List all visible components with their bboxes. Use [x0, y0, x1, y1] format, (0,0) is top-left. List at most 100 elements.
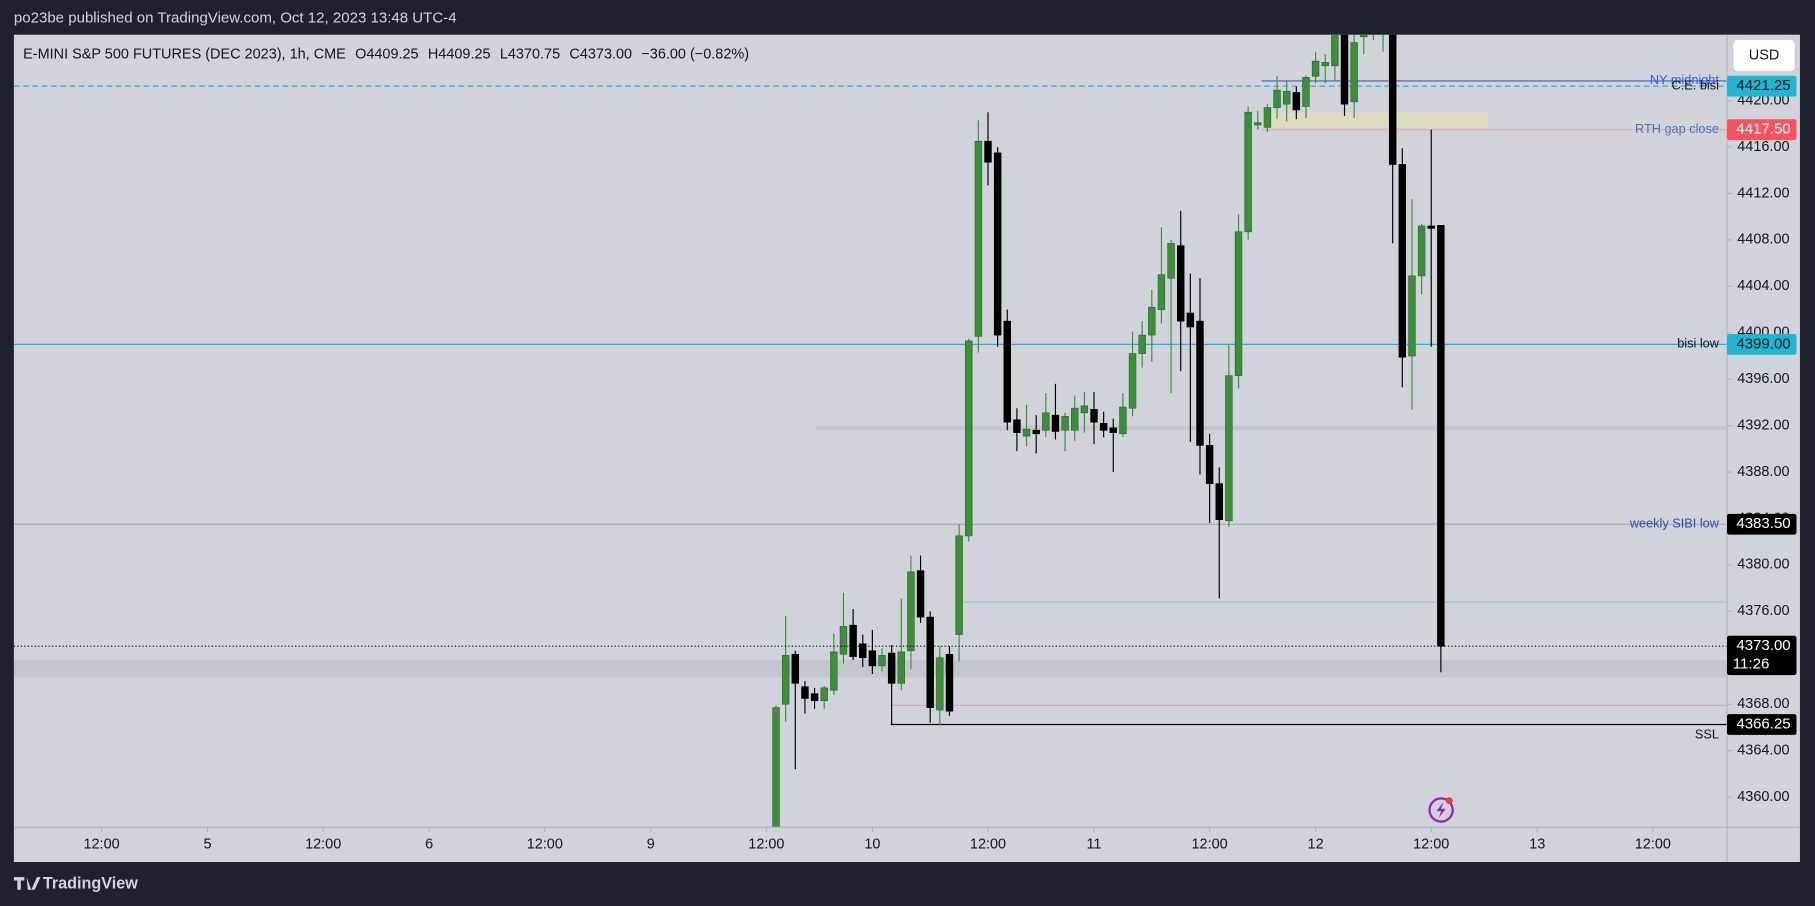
alert-ring[interactable] [1428, 797, 1454, 823]
brand[interactable]: TradingView [13, 874, 138, 892]
candle-body [1254, 122, 1262, 126]
price-box-label: 4383.50 [1736, 515, 1790, 532]
alert-bolt[interactable] [1436, 801, 1446, 819]
x-tick-label: 12:00 [748, 836, 784, 852]
candle-body [1302, 77, 1310, 107]
x-tick-label: 10 [864, 836, 880, 852]
level-label: NY midnight [1650, 72, 1720, 87]
countdown: 11:26 [1733, 656, 1770, 673]
candle-body [1388, 34, 1397, 165]
x-tick-label: 12 [1308, 836, 1324, 852]
candle-body [772, 707, 780, 828]
candle-body [1234, 231, 1243, 377]
candle-body [859, 643, 867, 659]
y-tick-label: 4360.00 [1737, 789, 1789, 805]
candle-body [1128, 353, 1137, 409]
chart-panel [13, 34, 1800, 863]
candle-body [945, 653, 954, 712]
price-box [1727, 714, 1797, 735]
brand-name[interactable]: TradingView [43, 874, 138, 892]
y-tick-label: 4368.00 [1737, 696, 1789, 712]
candle-body [1051, 414, 1060, 432]
x-tick-label: 12:00 [1192, 836, 1228, 852]
candle-body [1417, 225, 1426, 277]
last-price-label: 4373.00 [1736, 637, 1790, 654]
x-tick-label: 12:00 [83, 836, 119, 852]
candle-body [1427, 225, 1435, 229]
brand-logo[interactable] [13, 877, 41, 890]
candle-body [830, 651, 838, 691]
candle-body [993, 152, 1002, 336]
candle-body [1080, 405, 1089, 414]
currency-button[interactable]: USD [1732, 38, 1796, 73]
candle-body [839, 626, 848, 655]
candle-body [878, 655, 886, 667]
level-label: RTH gap close [1635, 121, 1719, 136]
candle-body [1167, 243, 1175, 279]
plot-area [13, 34, 1728, 828]
candle-body [1138, 334, 1146, 355]
x-tick-label: 13 [1529, 836, 1545, 852]
zone [815, 425, 1728, 431]
candle-body [1119, 406, 1127, 435]
x-tick-label: 12:00 [305, 836, 341, 852]
legend-value: H4409.25 [428, 46, 491, 62]
candle-body [974, 140, 983, 337]
currency-button-bg[interactable] [1732, 38, 1796, 73]
level-label: bisi low [1677, 336, 1720, 351]
zone [1261, 112, 1489, 128]
candle-body [1013, 419, 1021, 433]
candle-body [849, 624, 857, 657]
candle-body [810, 693, 819, 702]
y-tick-label: 4364.00 [1737, 742, 1789, 758]
candle-body [1205, 445, 1214, 484]
y-tick-label: 4388.00 [1737, 464, 1789, 480]
currency-label[interactable]: USD [1749, 47, 1780, 63]
candle-body [1099, 422, 1108, 431]
price-box [1727, 333, 1797, 355]
candle-body [965, 340, 973, 537]
price-box-label: 4421.25 [1736, 77, 1790, 94]
candle-body [1061, 415, 1069, 431]
candle-body [1022, 428, 1031, 437]
candle-body [1263, 107, 1272, 128]
candle-body [1071, 407, 1079, 431]
candle-body [801, 686, 809, 699]
candle-body [1360, 34, 1368, 38]
price-box [1727, 75, 1797, 97]
level-label: C.E. bisi [1672, 77, 1719, 92]
candle-body [1244, 111, 1252, 233]
candle-body [791, 653, 800, 684]
price-box-label: 4366.25 [1736, 715, 1790, 732]
x-tick-label: 12:00 [1635, 836, 1671, 852]
price-box-label: 4417.50 [1736, 121, 1790, 138]
level-label: SSL [1695, 726, 1719, 741]
candle-body [1090, 409, 1098, 423]
candle-body [1196, 320, 1204, 446]
alert-dot[interactable] [1445, 797, 1453, 805]
candle-body [1032, 429, 1040, 435]
candle-body [1282, 91, 1291, 105]
y-tick-label: 4416.00 [1737, 139, 1789, 155]
alert-icon[interactable] [1428, 797, 1454, 823]
candle-body [1437, 225, 1445, 647]
candle-body [1215, 483, 1223, 520]
candle-body [1311, 60, 1320, 77]
legend: E-MINI S&P 500 FUTURES (DEC 2023), 1h, C… [23, 46, 749, 62]
candle-body [1292, 92, 1301, 111]
y-tick-label: 4392.00 [1737, 417, 1789, 433]
candle-body [926, 616, 934, 709]
candle-body [1340, 34, 1349, 105]
y-tick-label: 4380.00 [1737, 557, 1789, 573]
symbol-title: E-MINI S&P 500 FUTURES (DEC 2023), 1h, C… [23, 46, 346, 62]
candle-body [1321, 61, 1329, 67]
legend-value: C4373.00 [569, 46, 632, 62]
candle-body [1398, 164, 1407, 358]
candle-body [1408, 275, 1416, 357]
candle-body [1042, 412, 1050, 431]
candle-body [1157, 274, 1166, 310]
candle-body [1331, 34, 1339, 67]
legend-value: −36.00 (−0.82%) [641, 46, 749, 62]
candle-body [1225, 375, 1233, 522]
